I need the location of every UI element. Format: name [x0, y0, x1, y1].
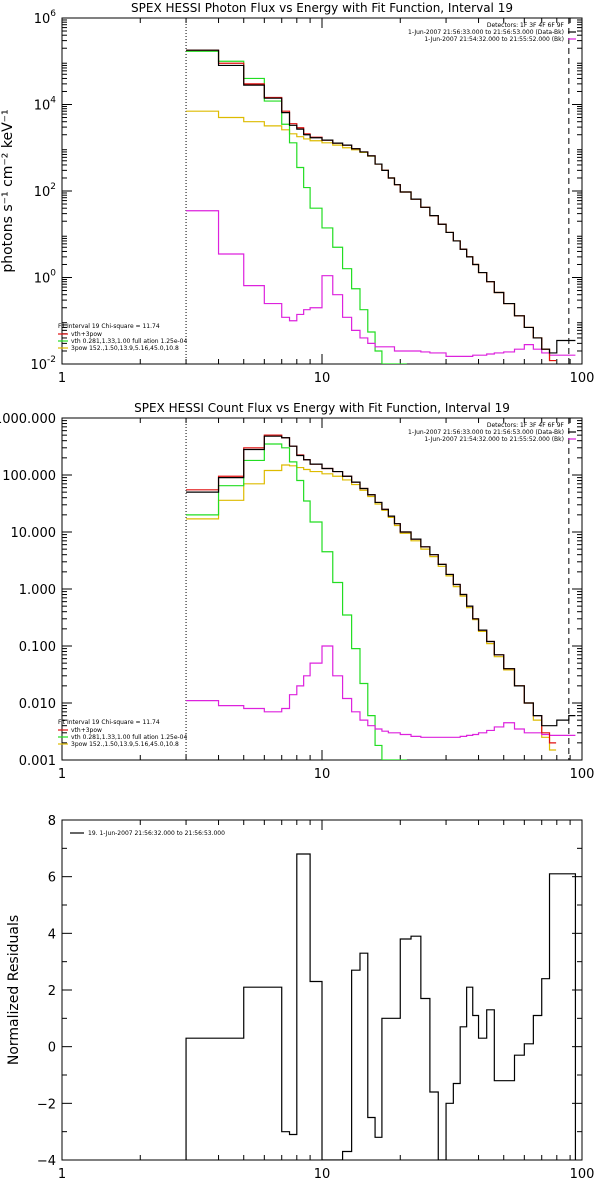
y-tick-label: 0.010: [19, 697, 56, 712]
y-tick-label: −2: [37, 1097, 56, 1112]
series-bk: [186, 210, 576, 357]
legend-top-entry: 1-Jun-2007 21:54:32.000 to 21:55:52.000 …: [424, 36, 564, 43]
series-3pow: [186, 110, 557, 362]
y-tick-label: 0.001: [19, 754, 56, 769]
legend-top-entry: 1-Jun-2007 21:54:32.000 to 21:55:52.000 …: [424, 436, 564, 443]
y-tick-label: 8: [48, 814, 56, 829]
x-tick-label: 10: [314, 1167, 331, 1182]
legend-top-entry: 1-Jun-2007 21:56:33.000 to 21:56:53.000 …: [408, 29, 564, 36]
y-tick-label: 102: [34, 182, 56, 200]
legend-top-entry: Detectors: 1F 3F 4F 6F 9F: [487, 422, 565, 429]
chart-panel-2: SPEX HESSI Count Flux vs Energy with Fit…: [0, 401, 594, 782]
y-tick-label: 104: [34, 96, 57, 114]
x-tick-label: 100: [570, 371, 595, 386]
series-19-1-jun-2007-21-56-32-000-to-21-56-53-000: [185, 853, 577, 1160]
series-vth-3pow: [186, 49, 557, 362]
series-vth-3pow: [186, 434, 557, 744]
plot-frame: [61, 17, 583, 365]
x-tick-label: 1: [58, 767, 66, 782]
y-tick-label: 4: [48, 927, 56, 942]
y-tick-label: 1.000: [19, 583, 56, 598]
y-tick-label: 106: [34, 9, 57, 27]
y-tick-label: 1000.000: [0, 412, 56, 427]
series-vth: [186, 443, 407, 760]
fit-legend-entry: vth+3pow: [71, 727, 102, 734]
series-vth: [186, 50, 407, 364]
y-tick-label: 0.100: [19, 640, 56, 655]
y-tick-label: 2: [48, 984, 56, 999]
series-data-bk: [186, 49, 576, 354]
legend-top-entry: 1-Jun-2007 21:56:33.000 to 21:56:53.000 …: [408, 429, 564, 436]
fit-legend-title: Fit Interval 19 Chi-square = 11.74: [58, 323, 160, 330]
series-data-bk: [186, 435, 576, 727]
series-3pow: [186, 464, 557, 751]
x-tick-label: 100: [570, 1167, 595, 1182]
y-tick-label: 10.000: [11, 526, 57, 541]
y-tick-label: 6: [48, 871, 56, 886]
x-tick-label: 100: [570, 767, 595, 782]
series-bk: [186, 645, 576, 738]
fit-legend-title: Fit Interval 19 Chi-square = 11.74: [58, 719, 160, 726]
x-tick-label: 10: [314, 371, 331, 386]
fit-legend-entry: 3pow 152.,1.50,13.9,5.16,45.0,10.8: [71, 345, 179, 352]
x-tick-label: 1: [58, 371, 66, 386]
plot-frame: [61, 417, 583, 761]
y-axis-label: photons s⁻¹ cm⁻² keV⁻¹: [0, 109, 16, 272]
legend-top-entry: Detectors: 1F 3F 4F 6F 9F: [487, 22, 565, 29]
fit-legend-entry: 3pow 152.,1.50,13.9,5.16,45.0,10.8: [71, 741, 179, 748]
chart-panel-3: 1 10 100 −4 −2 0 2 4 6 8 Normalized Residuals 19. 1…: [6, 814, 594, 1182]
y-tick-label: 100.000: [2, 469, 56, 484]
chart-title: SPEX HESSI Photon Flux vs Energy with Fi…: [131, 1, 513, 15]
chart-title: SPEX HESSI Count Flux vs Energy with Fit…: [134, 401, 510, 415]
fit-legend-entry: vth 0.281,1.33,1.00 full ation 1.25e-04: [71, 338, 187, 345]
y-tick-label: 10-2: [30, 355, 56, 373]
fit-legend-entry: vth+3pow: [71, 331, 102, 338]
y-tick-label: 100: [34, 269, 57, 287]
y-tick-label: −4: [37, 1154, 56, 1169]
fit-legend-entry: vth 0.281,1.33,1.00 full ation 1.25e-04: [71, 734, 187, 741]
x-tick-label: 10: [314, 767, 331, 782]
x-tick-label: 1: [58, 1167, 66, 1182]
legend-entry: 19. 1-Jun-2007 21:56:32.000 to 21:56:53.…: [88, 830, 225, 837]
y-axis-label: Normalized Residuals: [6, 915, 22, 1065]
y-tick-label: 0: [48, 1041, 56, 1056]
chart-panel-1: SPEX HESSI Photon Flux vs Energy with Fi…: [0, 1, 594, 386]
